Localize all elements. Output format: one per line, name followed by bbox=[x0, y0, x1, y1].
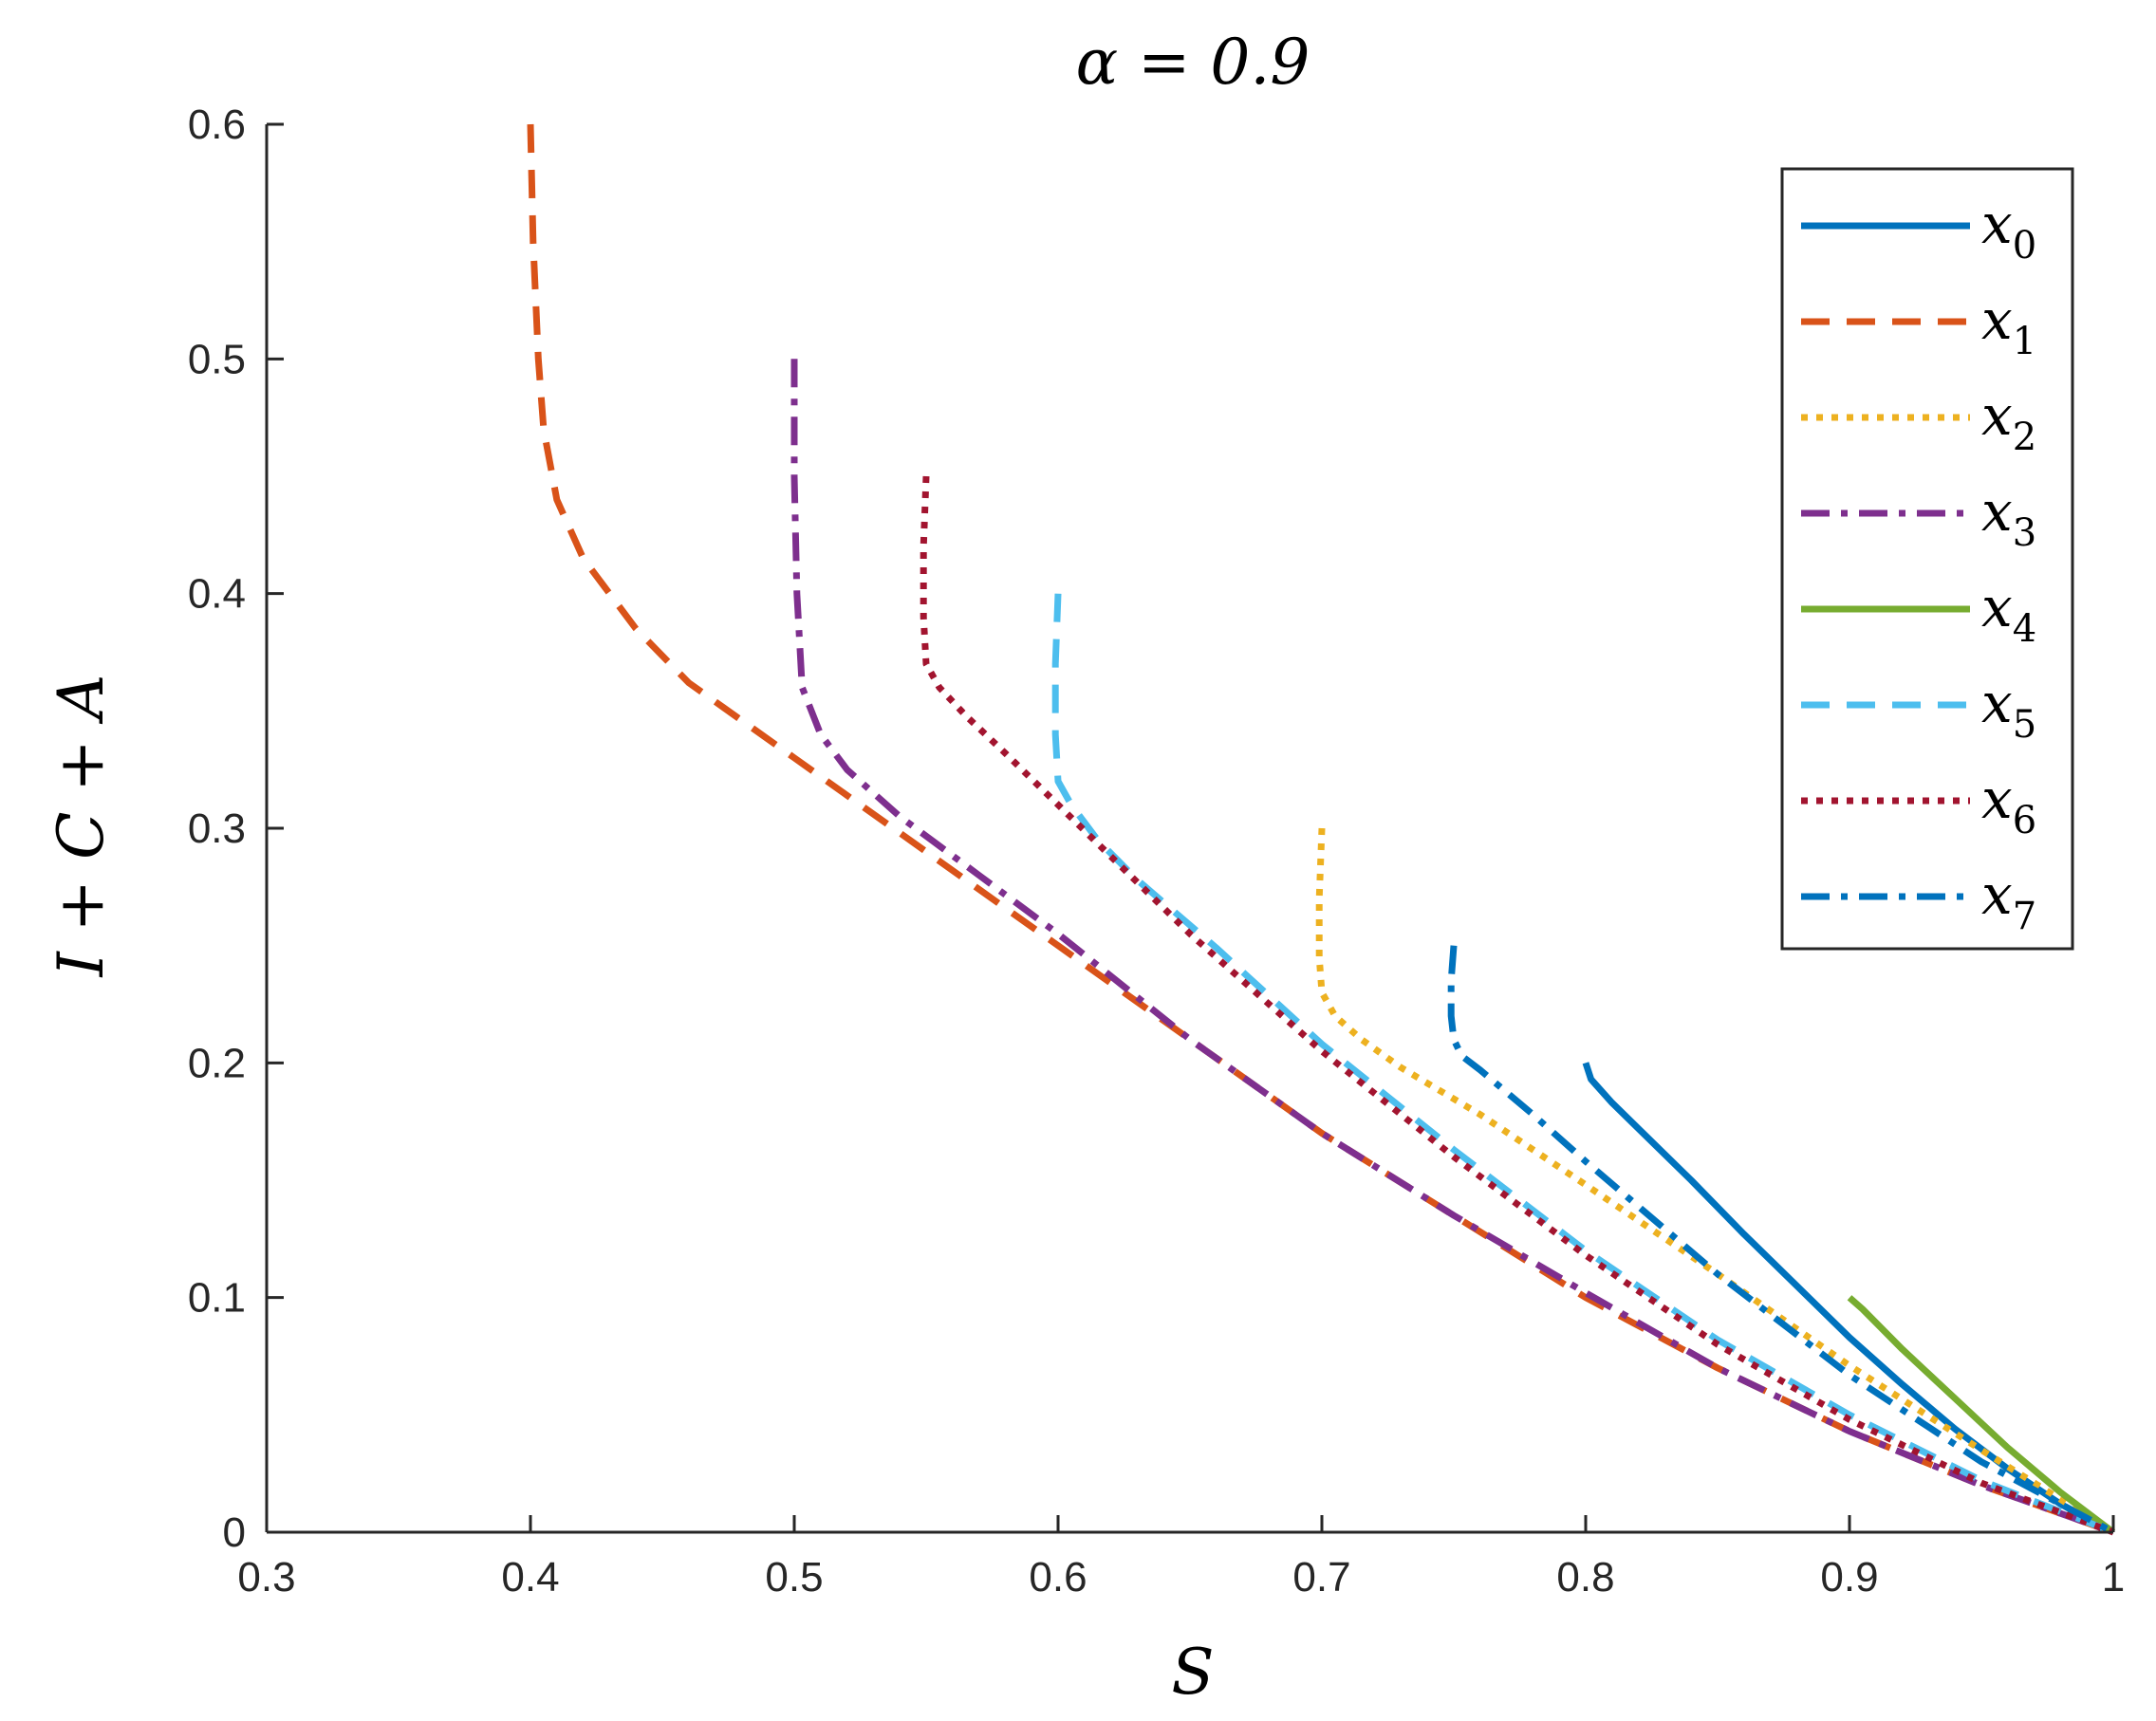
y-axis-label: I + C + A bbox=[45, 675, 118, 978]
legend-label: x7 bbox=[1981, 862, 2036, 938]
legend-label-subscript: 3 bbox=[2013, 511, 2036, 555]
legend-label: x3 bbox=[1981, 479, 2036, 555]
y-tick-label: 0 bbox=[223, 1509, 246, 1556]
x-tick-label: 1 bbox=[2102, 1554, 2125, 1601]
y-tick-label: 0.5 bbox=[188, 336, 246, 382]
legend-label-letter: x bbox=[1981, 192, 2013, 256]
legend-label-subscript: 4 bbox=[2013, 607, 2036, 651]
legend-label-letter: x bbox=[1981, 479, 2013, 544]
legend-item-x6: x6 bbox=[1801, 767, 2036, 842]
series-line-x3 bbox=[790, 359, 2115, 1536]
x-axis-label: S bbox=[1171, 1636, 1214, 1709]
x-tick-label: 0.5 bbox=[765, 1554, 823, 1601]
legend-item-x3: x3 bbox=[1801, 479, 2036, 555]
legend-label-letter: x bbox=[1981, 862, 2013, 927]
legend-item-x4: x4 bbox=[1801, 575, 2036, 651]
legend-label: x6 bbox=[1981, 767, 2036, 842]
legend-box bbox=[1780, 167, 2074, 951]
x-axis-ticks: 0.3 0.4 0.5 0.6 0.7 0.8 0.9 1 bbox=[237, 1515, 2125, 1601]
legend-item-x2: x2 bbox=[1801, 383, 2036, 459]
legend-label: x5 bbox=[1981, 671, 2036, 747]
x-tick-label: 0.8 bbox=[1556, 1554, 1614, 1601]
y-tick-label: 0.2 bbox=[188, 1040, 246, 1086]
chart-title: α = 0.9 bbox=[1076, 26, 1310, 99]
legend-item-x0: x0 bbox=[1801, 192, 2036, 268]
legend-label-subscript: 7 bbox=[2013, 895, 2036, 938]
legend-label-letter: x bbox=[1981, 383, 2013, 448]
legend-label-letter: x bbox=[1981, 575, 2013, 639]
legend-label-subscript: 0 bbox=[2013, 224, 2036, 268]
legend-label: x4 bbox=[1981, 575, 2036, 651]
legend-label-subscript: 2 bbox=[2013, 416, 2036, 459]
legend-label-subscript: 1 bbox=[2013, 320, 2036, 363]
series-line-x2 bbox=[1315, 827, 2115, 1535]
y-tick-label: 0.4 bbox=[188, 571, 246, 618]
x-tick-label: 0.6 bbox=[1029, 1554, 1087, 1601]
x-tick-label: 0.3 bbox=[237, 1554, 295, 1601]
legend-label-subscript: 5 bbox=[2013, 703, 2036, 747]
x-tick-label: 0.4 bbox=[501, 1554, 559, 1601]
legend-label-letter: x bbox=[1981, 767, 2013, 831]
legend-label-letter: x bbox=[1981, 287, 2013, 352]
x-tick-label: 0.7 bbox=[1292, 1554, 1350, 1601]
y-tick-label: 0.6 bbox=[188, 102, 246, 148]
legend-item-x5: x5 bbox=[1801, 671, 2036, 747]
y-tick-label: 0.1 bbox=[188, 1275, 246, 1322]
x-tick-label: 0.9 bbox=[1820, 1554, 1878, 1601]
legend-label: x1 bbox=[1981, 287, 2036, 363]
legend-label-letter: x bbox=[1981, 671, 2013, 735]
legend-label: x2 bbox=[1981, 383, 2036, 459]
series-line-x6 bbox=[920, 475, 2115, 1536]
series-line-x4 bbox=[1847, 1295, 2116, 1535]
legend-item-x1: x1 bbox=[1801, 287, 2036, 363]
legend-item-x7: x7 bbox=[1801, 862, 2036, 938]
series-line-x7 bbox=[1447, 945, 2115, 1536]
legend-label-subscript: 6 bbox=[2013, 799, 2036, 842]
series-layer bbox=[527, 123, 2116, 1536]
legend-label: x0 bbox=[1981, 192, 2036, 268]
series-line-x1 bbox=[527, 123, 2115, 1536]
series-line-x5 bbox=[1051, 593, 2115, 1536]
y-tick-label: 0.3 bbox=[188, 805, 246, 852]
y-axis-ticks: 0 0.1 0.2 0.3 0.4 0.5 0.6 bbox=[188, 102, 284, 1556]
